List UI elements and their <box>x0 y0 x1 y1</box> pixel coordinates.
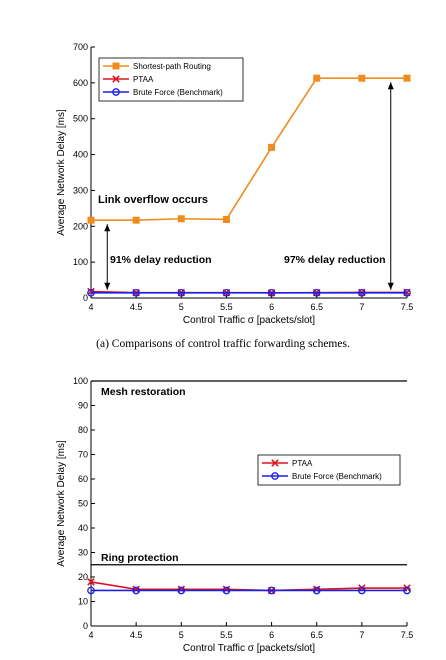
x-axis-label: Control Traffic σ [packets/slot] <box>183 643 315 654</box>
data-point <box>87 586 95 595</box>
y-tick-label: 100 <box>73 376 88 386</box>
y-tick-label: 300 <box>73 185 88 195</box>
y-tick-label: 40 <box>78 523 88 533</box>
y-tick-label: 100 <box>73 257 88 267</box>
x-tick-label: 5.5 <box>220 302 233 312</box>
reference-line-label: Mesh restoration <box>101 386 186 398</box>
data-point <box>403 288 411 297</box>
x-tick-label: 4 <box>88 630 93 640</box>
legend-swatch-marker <box>112 88 120 96</box>
data-point <box>222 288 231 297</box>
data-point <box>312 585 321 594</box>
x-tick-label: 6 <box>269 630 274 640</box>
chart-2: 0 10 20 30 40 50 60 70 80 90 100 4 4.5 5 5.5 6 6.5 7 7.5 Co… <box>56 376 413 654</box>
data-point <box>313 74 321 82</box>
data-point <box>132 216 140 224</box>
data-point <box>268 143 276 151</box>
y-tick-label: 90 <box>78 401 88 411</box>
annotation-text: Link overflow occurs <box>98 194 208 206</box>
x-tick-label: 5.5 <box>220 630 233 640</box>
data-point <box>267 586 276 595</box>
legend-box <box>257 454 401 486</box>
y-tick-label: 20 <box>78 572 88 582</box>
delay-reduction-arrow-91-head-bottom <box>104 282 111 290</box>
y-tick-label: 50 <box>78 499 88 509</box>
legend-swatch-marker <box>112 62 120 70</box>
y-tick-label: 0 <box>83 293 88 303</box>
y-tick-label: 70 <box>78 450 88 460</box>
data-point <box>177 288 186 297</box>
x-tick-label: 7 <box>359 302 364 312</box>
legend-swatch-marker <box>271 459 279 467</box>
data-point <box>403 74 411 82</box>
y-tick-label: 10 <box>78 597 88 607</box>
y-tick-label: 80 <box>78 425 88 435</box>
x-axis-label: Control Traffic σ [packets/slot] <box>183 315 315 326</box>
y-tick-label: 500 <box>73 114 88 124</box>
data-point <box>87 216 95 224</box>
legend-label: Brute Force (Benchmark) <box>292 472 382 481</box>
x-tick-label: 7.5 <box>401 630 414 640</box>
legend-swatch-marker <box>112 75 120 83</box>
reference-line-label: Ring protection <box>101 552 179 564</box>
series-line <box>91 77 407 221</box>
x-tick-label: 6.5 <box>310 302 323 312</box>
data-point <box>222 215 230 223</box>
legend-label: Shortest-path Routing <box>133 62 211 71</box>
x-tick-label: 4 <box>88 302 93 312</box>
y-tick-label: 700 <box>73 42 88 52</box>
x-tick-label: 4.5 <box>130 630 143 640</box>
data-point <box>222 586 231 595</box>
data-point <box>132 288 140 297</box>
data-point <box>358 586 366 595</box>
x-tick-label: 6 <box>269 302 274 312</box>
data-point <box>403 586 411 595</box>
data-point <box>177 215 185 223</box>
annotation-text: 97% delay reduction <box>284 254 386 266</box>
data-point <box>358 74 366 82</box>
legend-label: PTAA <box>292 459 313 468</box>
y-axis-label: Average Network Delay [ms] <box>56 109 67 236</box>
delay-reduction-arrow-97-head-top <box>387 82 394 90</box>
data-point <box>222 585 231 594</box>
y-axis-label: Average Network Delay [ms] <box>56 440 67 567</box>
chart-1: 0 100 200 300 400 500 600 700 4 4.5 5 5.5 6 6.5 7 7.5 Co… <box>56 42 413 326</box>
data-point <box>87 288 95 297</box>
data-point <box>312 586 321 595</box>
data-point <box>132 585 140 594</box>
data-point <box>312 288 321 297</box>
annotation-text: 91% delay reduction <box>110 254 212 266</box>
x-tick-label: 7 <box>359 630 364 640</box>
x-tick-label: 5 <box>179 630 184 640</box>
x-tick-label: 7.5 <box>401 302 414 312</box>
data-point <box>87 578 95 586</box>
data-point <box>132 586 140 595</box>
y-tick-label: 600 <box>73 78 88 88</box>
data-point <box>358 288 366 297</box>
y-tick-label: 200 <box>73 221 88 231</box>
delay-reduction-arrow-91-head-top <box>104 224 111 232</box>
data-point <box>177 586 186 595</box>
x-tick-label: 5 <box>179 302 184 312</box>
legend-label: Brute Force (Benchmark) <box>133 88 223 97</box>
data-point <box>87 287 95 296</box>
data-point <box>177 585 186 594</box>
delay-reduction-arrow-97-head-bottom <box>387 282 394 290</box>
y-tick-label: 400 <box>73 150 88 160</box>
x-tick-label: 6.5 <box>310 630 323 640</box>
y-tick-label: 0 <box>83 621 88 631</box>
data-point <box>267 288 276 297</box>
legend-label: PTAA <box>133 75 154 84</box>
figure-caption-a: (a) Comparisons of control traffic forwa… <box>96 338 350 350</box>
x-tick-label: 4.5 <box>130 302 143 312</box>
legend-swatch-marker <box>271 472 279 480</box>
y-tick-label: 60 <box>78 474 88 484</box>
y-tick-label: 30 <box>78 548 88 558</box>
